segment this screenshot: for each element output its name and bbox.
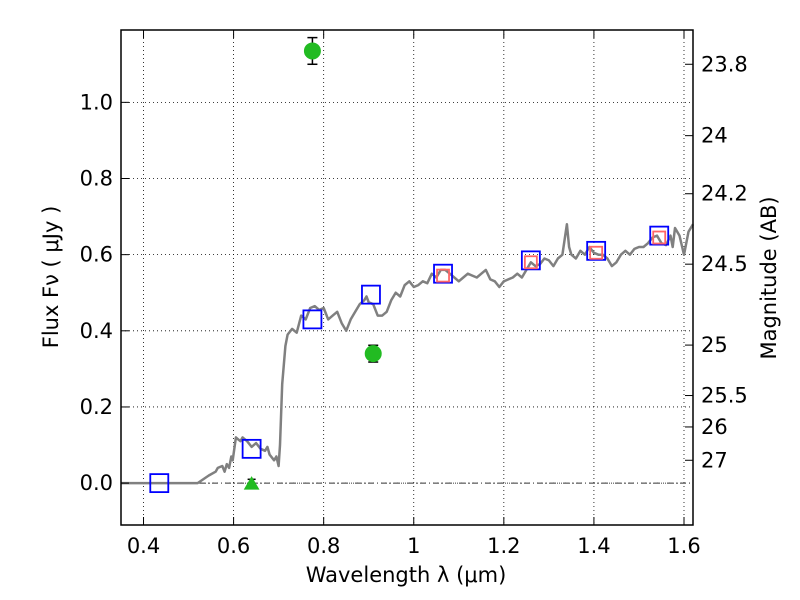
axis-ticks: 0.4 0.6 0.8 1 1.2 1.4 1.6 0.0 0.2 0.4 0.6 0.8 1.0 23.… bbox=[80, 30, 748, 558]
model-photometry-square bbox=[520, 250, 541, 271]
model-photometry-square-red bbox=[589, 245, 604, 260]
right-tick-label: 24.5 bbox=[701, 252, 748, 276]
x-tick-label: 1 bbox=[407, 534, 420, 558]
y-tick-label: 0.8 bbox=[80, 167, 113, 191]
right-tick-label: 25 bbox=[701, 333, 728, 357]
x-tick-label: 0.8 bbox=[307, 534, 340, 558]
y-axis-title: Flux Fν ( μJy ) bbox=[39, 206, 63, 349]
y-tick-label: 0.4 bbox=[80, 319, 113, 343]
right-tick-label: 25.5 bbox=[701, 384, 748, 408]
right-tick-label: 24.2 bbox=[701, 182, 748, 206]
model-photometry-square bbox=[241, 438, 262, 459]
model-photometry-square-red bbox=[652, 230, 667, 245]
right-tick-label: 23.8 bbox=[701, 52, 748, 76]
right-tick-label: 26 bbox=[701, 415, 728, 439]
model-photometry-square bbox=[586, 240, 607, 261]
x-tick-label: 0.4 bbox=[127, 534, 160, 558]
observed-flux-point bbox=[364, 345, 382, 363]
right-tick-label: 27 bbox=[701, 448, 728, 472]
series-layer bbox=[121, 36, 695, 494]
model-photometry-square bbox=[649, 225, 670, 246]
x-tick-label: 0.6 bbox=[217, 534, 250, 558]
y-tick-label: 1.0 bbox=[80, 90, 113, 114]
observed-limit-triangle bbox=[243, 476, 260, 490]
model-photometry-square bbox=[361, 284, 381, 305]
model-photometry-square-red bbox=[523, 255, 538, 270]
model-photometry-square bbox=[302, 309, 323, 330]
model-photometry-square bbox=[149, 473, 170, 494]
right-axis-title: Magnitude (AB) bbox=[757, 196, 781, 359]
grid-lines bbox=[121, 30, 693, 525]
right-tick-label: 24 bbox=[701, 124, 728, 148]
observed-flux-point bbox=[303, 42, 321, 60]
model-spectrum-line bbox=[121, 222, 695, 485]
x-axis-title: Wavelength λ (μm) bbox=[306, 563, 507, 587]
model-photometry-square bbox=[433, 263, 453, 284]
x-tick-label: 1.4 bbox=[577, 534, 610, 558]
x-tick-label: 1.6 bbox=[667, 534, 700, 558]
model-photometry-square-red bbox=[436, 268, 450, 283]
x-tick-label: 1.2 bbox=[487, 534, 520, 558]
y-tick-label: 0.2 bbox=[80, 395, 113, 419]
plot-frame bbox=[120, 29, 694, 526]
y-tick-label: 0.0 bbox=[80, 471, 113, 495]
y-tick-label: 0.6 bbox=[80, 243, 113, 267]
